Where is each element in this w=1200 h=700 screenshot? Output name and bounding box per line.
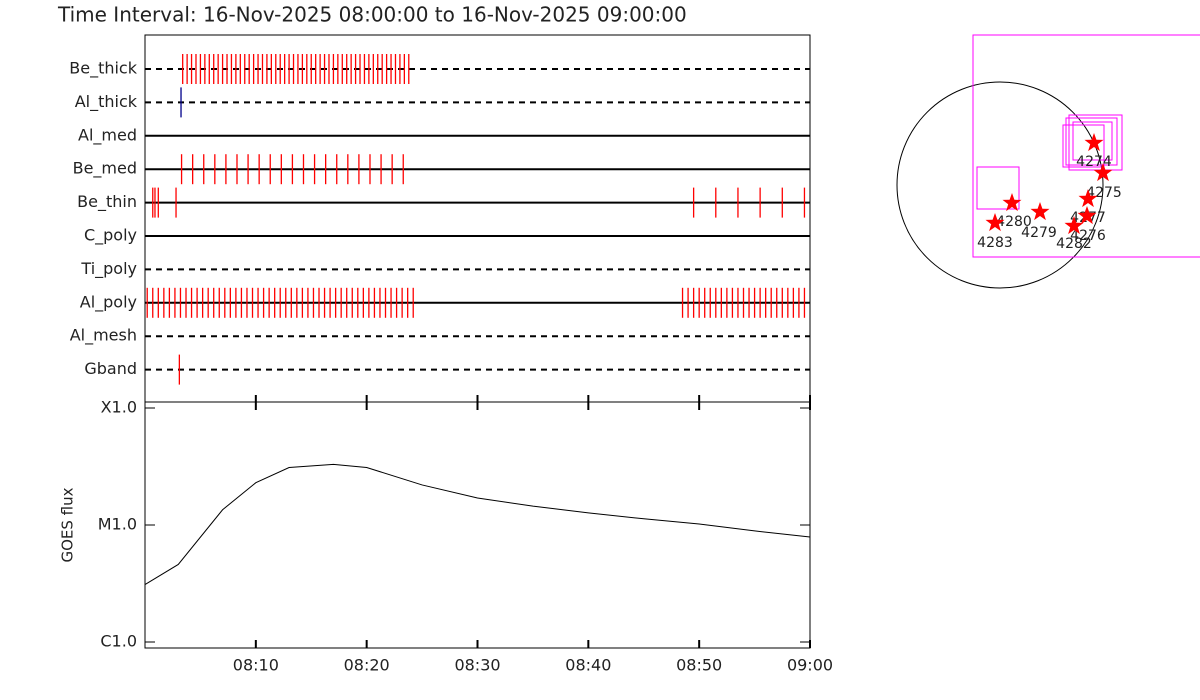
row-label: Al_poly (80, 292, 137, 312)
fov-box (972, 34, 1200, 258)
row-label: Al_mesh (70, 326, 137, 346)
region-label: 4279 (1021, 225, 1057, 241)
x-tick-label: 08:20 (344, 656, 390, 675)
region-star (1064, 216, 1084, 235)
fov-box (976, 166, 1020, 210)
region-star (985, 213, 1005, 232)
region-label: 4282 (1056, 236, 1092, 252)
y-tick-label: M1.0 (98, 515, 137, 534)
row-label: Be_thick (69, 59, 137, 79)
goes-curve (144, 463, 811, 585)
region-star (1077, 206, 1097, 225)
solar-disk (896, 81, 1104, 289)
row-label: Be_med (73, 159, 137, 179)
region-label: 4274 (1076, 154, 1112, 170)
y-axis-label: GOES flux (59, 487, 77, 562)
fov-box (1065, 117, 1118, 166)
row-label: Al_med (78, 125, 137, 145)
region-star (1078, 189, 1098, 208)
title: Time Interval: 16-Nov-2025 08:00:00 to 1… (57, 3, 687, 27)
row-label: C_poly (84, 226, 137, 246)
region-star (1030, 202, 1050, 221)
region-label: 4283 (977, 235, 1013, 251)
row-label: Be_thin (77, 192, 137, 212)
region-star (1093, 163, 1113, 182)
x-tick-label: 08:50 (676, 656, 722, 675)
region-star (1002, 193, 1022, 212)
row-label: Gband (84, 359, 137, 378)
y-tick-label: C1.0 (100, 632, 137, 651)
x-tick-label: 08:30 (454, 656, 500, 675)
region-label: 4280 (996, 214, 1032, 230)
y-tick-label: X1.0 (101, 398, 137, 417)
x-tick-label: 08:10 (233, 656, 279, 675)
x-tick-label: 09:00 (787, 656, 833, 675)
fov-box (1062, 124, 1105, 168)
region-star (1084, 133, 1104, 152)
row-label: Ti_poly (80, 259, 137, 279)
fov-box (1072, 121, 1113, 161)
x-tick-label: 08:40 (565, 656, 611, 675)
row-label: Al_thick (75, 92, 138, 112)
